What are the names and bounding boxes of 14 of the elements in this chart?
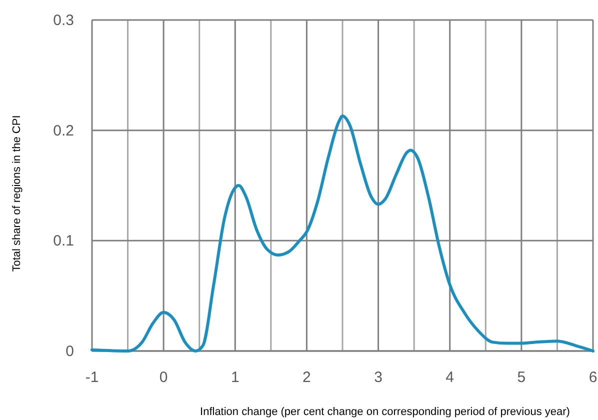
x-tick-label: 1 [230, 369, 240, 386]
y-tick-label: 0 [66, 343, 74, 360]
x-tick-label: 6 [588, 369, 598, 386]
x-tick-label: 4 [446, 369, 454, 386]
x-tick-label: 5 [517, 369, 526, 386]
x-axis-title: Inflation change (per cent change on corresponding period of previous year) [200, 406, 570, 418]
x-tick-label: 0 [159, 369, 168, 386]
y-axis-title: Total share of regions in the CPI [11, 115, 23, 272]
y-tick-label: 0.2 [53, 122, 74, 140]
x-tick-label: -1 [85, 369, 99, 386]
y-tick-label: 0.3 [53, 12, 74, 29]
y-tick-label: 0.1 [53, 232, 74, 250]
x-tick-label: 2 [302, 369, 311, 386]
x-tick-label: 3 [374, 369, 382, 386]
